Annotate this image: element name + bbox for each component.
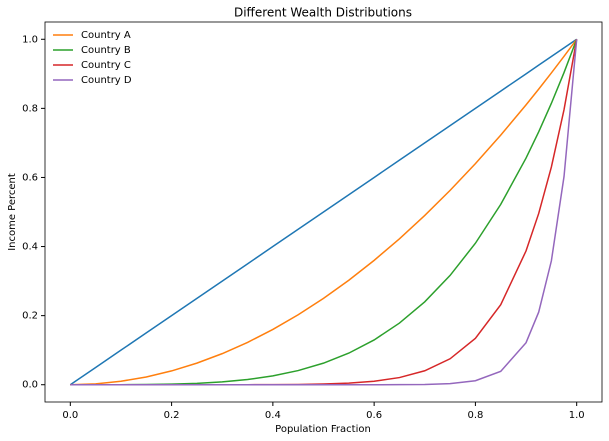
y-tick-label: 0.6 xyxy=(22,172,38,183)
x-tick-label: 0.4 xyxy=(265,410,281,421)
y-tick-label: 0.0 xyxy=(22,380,38,391)
x-tick-label: 1.0 xyxy=(569,410,585,421)
y-tick-label: 0.2 xyxy=(22,311,38,322)
x-tick-label: 0.0 xyxy=(62,410,78,421)
x-axis-label: Population Fraction xyxy=(275,424,371,435)
line-series xyxy=(70,38,578,386)
x-tick-label: 0.6 xyxy=(366,410,382,421)
plot-frame xyxy=(44,21,603,403)
chart-title: Different Wealth Distributions xyxy=(234,6,412,20)
y-axis-label: Income Percent xyxy=(7,173,18,251)
y-tick-label: 1.0 xyxy=(22,34,38,45)
y-tick-label: 0.4 xyxy=(22,242,38,253)
line-series xyxy=(69,38,578,386)
legend-label: Country A xyxy=(81,30,131,41)
line-series xyxy=(70,39,578,386)
x-tick-label: 0.8 xyxy=(467,410,483,421)
y-tick-label: 0.8 xyxy=(22,103,38,114)
legend-label: Country C xyxy=(81,60,131,71)
legend-label: Country B xyxy=(81,45,131,56)
legend-label: Country D xyxy=(81,75,132,86)
x-tick-label: 0.2 xyxy=(164,410,180,421)
